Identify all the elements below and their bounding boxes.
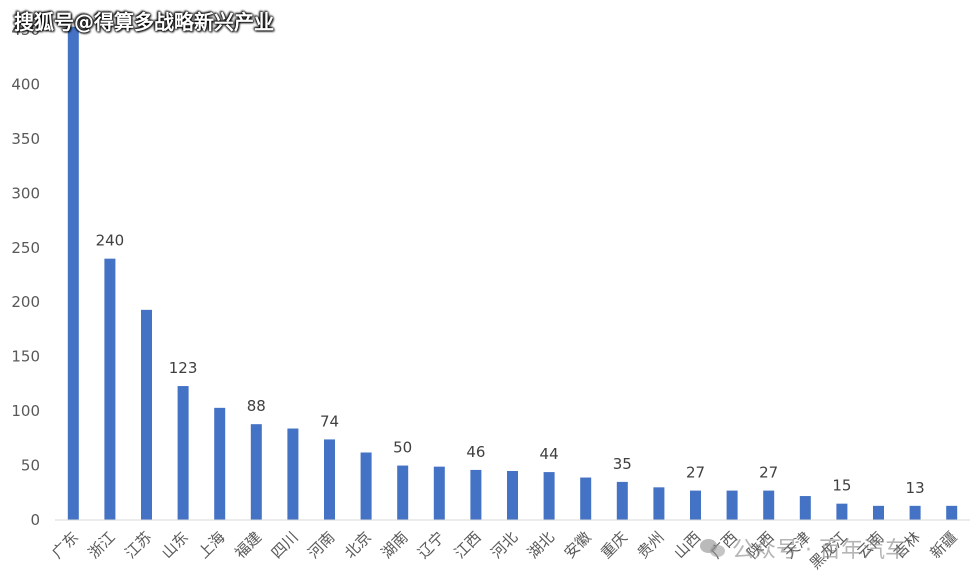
y-tick-label: 150 [11, 348, 40, 366]
data-label: 27 [686, 464, 705, 482]
bar [324, 439, 335, 520]
data-label: 74 [320, 412, 339, 430]
y-tick-label: 100 [11, 402, 40, 420]
y-tick-label: 450 [11, 21, 40, 39]
x-category-label: 湖南 [378, 528, 412, 562]
x-category-label: 贵州 [634, 528, 668, 562]
bar [287, 428, 299, 520]
bar [177, 386, 189, 520]
x-category-label: 安徽 [561, 528, 595, 562]
x-category-label: 广东 [48, 528, 82, 562]
bar [141, 309, 152, 520]
bar [726, 490, 738, 520]
x-category-label: 辽宁 [414, 528, 448, 562]
data-label: 15 [832, 477, 851, 495]
bar [909, 505, 921, 520]
bar [873, 505, 884, 520]
bar [763, 490, 775, 520]
wechat-icon [700, 537, 726, 559]
y-tick-label: 50 [21, 457, 40, 475]
x-category-label: 重庆 [597, 528, 631, 562]
data-labels: 240 123 88 74 50 46 44 35 27 27 15 13 [96, 232, 925, 497]
x-category-label: 北京 [341, 528, 375, 562]
watermark-top: 搜狐号@得算多战略新兴产业 [14, 10, 274, 34]
y-tick-label: 200 [11, 293, 40, 311]
data-label: 35 [613, 455, 632, 473]
y-tick-label: 0 [30, 511, 40, 529]
bar [397, 465, 409, 520]
y-tick-label: 300 [11, 184, 40, 202]
data-label: 123 [169, 359, 198, 377]
y-tick-label: 350 [11, 130, 40, 148]
data-label: 44 [540, 445, 559, 463]
bar [470, 469, 482, 520]
y-axis-ticks: 0 50 100 150 200 250 300 350 400 450 [11, 21, 40, 529]
bar [616, 481, 628, 520]
bar [653, 487, 665, 520]
x-category-label: 山东 [158, 528, 192, 562]
watermark-bottom-text: 公众号 · 百年汽车 [732, 538, 907, 563]
x-category-label: 福建 [231, 528, 265, 562]
data-label: 27 [759, 464, 778, 482]
data-label: 240 [96, 232, 125, 250]
bars [67, 26, 958, 520]
bar [946, 505, 958, 520]
y-tick-label: 250 [11, 239, 40, 257]
x-category-label: 新疆 [927, 528, 961, 562]
y-tick-label: 400 [11, 75, 40, 93]
bar [433, 466, 445, 520]
x-category-label: 河南 [304, 528, 338, 562]
data-label: 13 [906, 479, 925, 497]
bar [67, 26, 79, 520]
x-category-label: 江西 [451, 528, 485, 562]
bar [690, 490, 701, 520]
x-category-label: 河北 [487, 528, 521, 562]
x-category-label: 四川 [268, 528, 302, 562]
data-label: 46 [466, 443, 485, 461]
bar [799, 496, 811, 520]
bar [543, 472, 555, 520]
bar [836, 503, 848, 520]
bar [360, 452, 372, 520]
x-category-label: 上海 [195, 528, 229, 562]
bar [507, 471, 518, 520]
bar [250, 424, 262, 520]
x-category-label: 湖北 [524, 528, 558, 562]
data-label: 88 [247, 397, 266, 415]
bar [104, 258, 116, 520]
x-category-label: 浙江 [85, 528, 119, 562]
data-label: 50 [393, 439, 412, 457]
watermark-bottom: 公众号 · 百年汽车 [700, 532, 907, 564]
bar [214, 407, 226, 520]
x-category-label: 江苏 [121, 528, 155, 562]
bar [580, 477, 592, 520]
